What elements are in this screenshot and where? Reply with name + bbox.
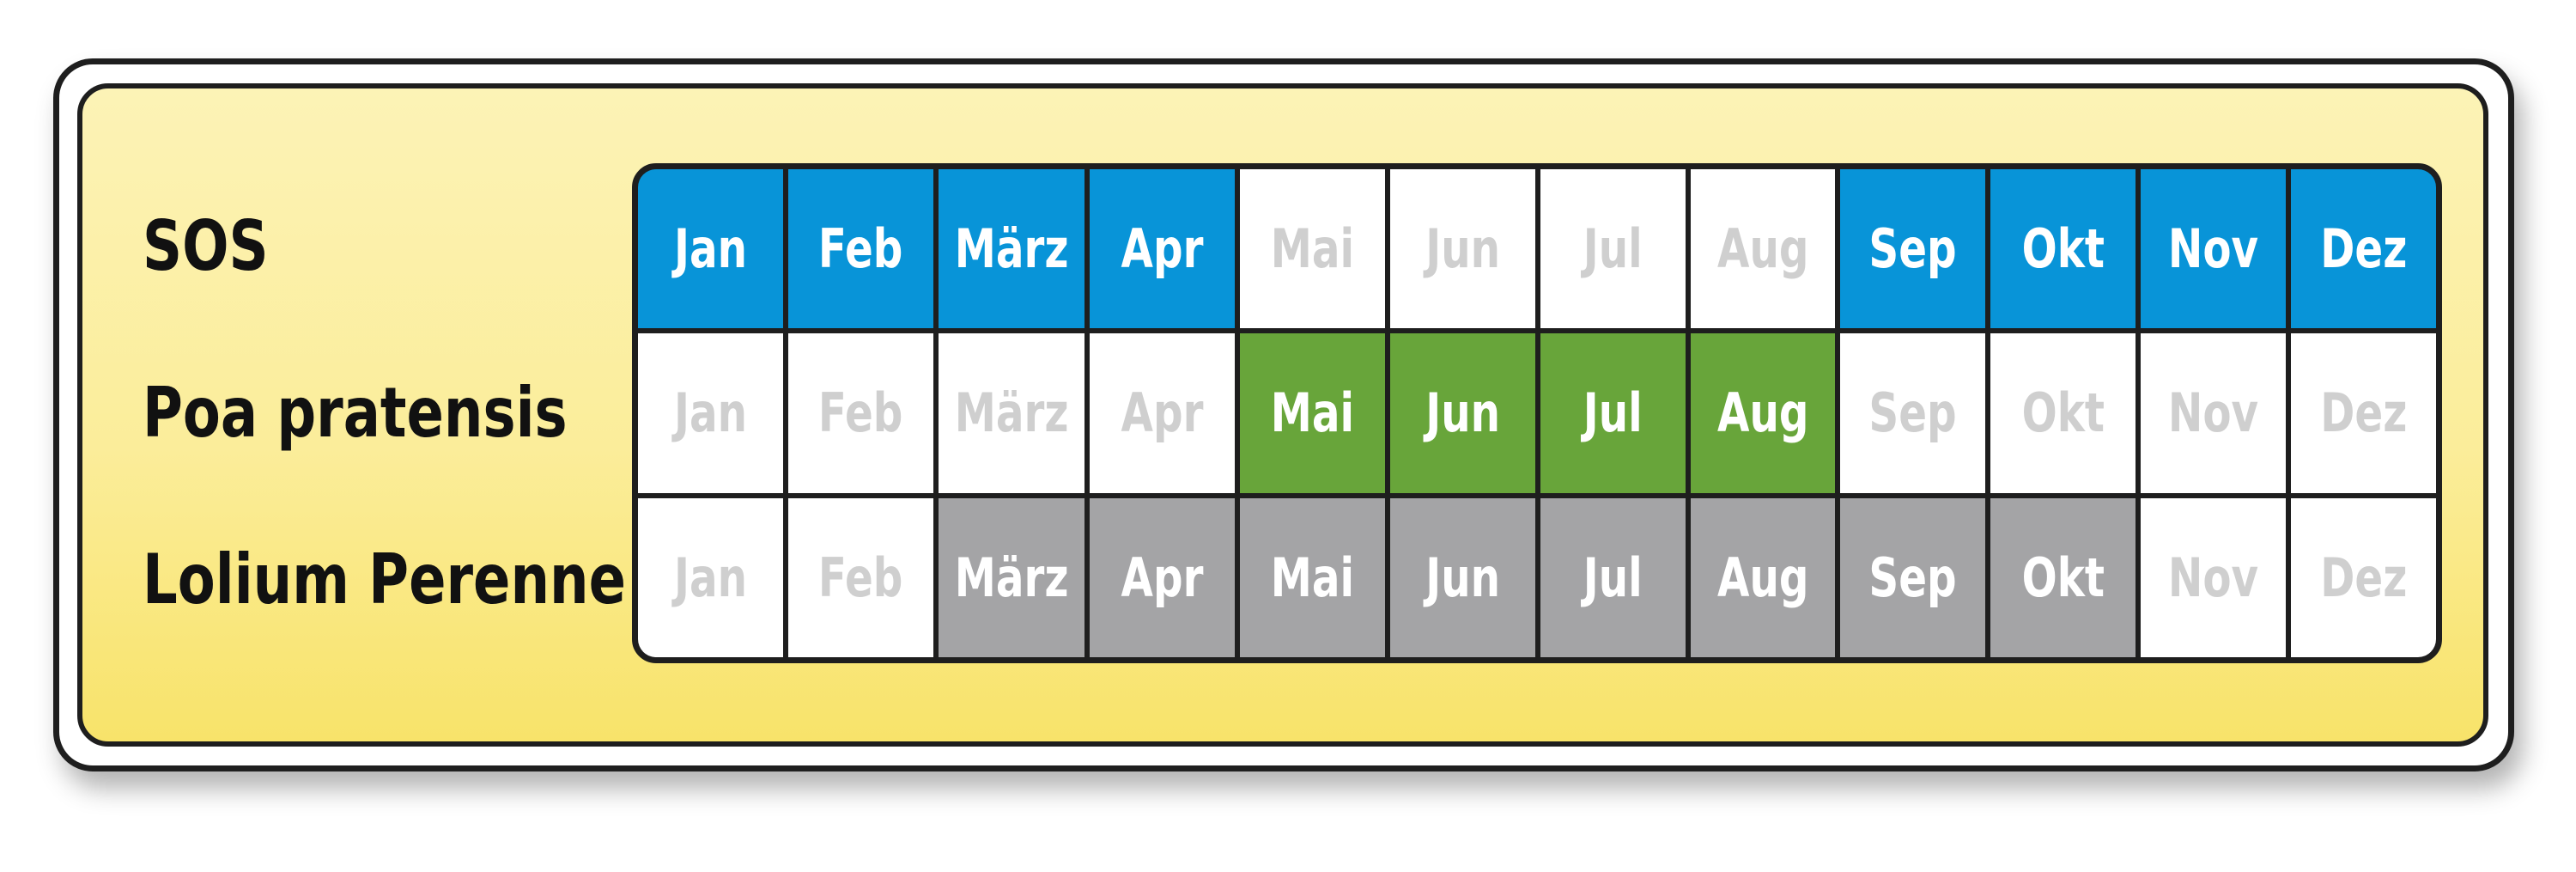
month-label: Sep (1868, 217, 1958, 281)
month-cell-sos-4: Apr (1089, 169, 1235, 329)
month-cell-lolium-perenne-4: Apr (1089, 497, 1235, 657)
month-cell-lolium-perenne-12: Dez (2291, 497, 2436, 657)
month-label: Nov (2168, 546, 2259, 609)
month-label: Okt (2021, 381, 2105, 445)
month-label: Okt (2021, 546, 2105, 609)
month-cell-poa-pratensis-8: Aug (1690, 333, 1836, 493)
month-cell-poa-pratensis-12: Dez (2291, 333, 2436, 493)
month-cell-sos-9: Sep (1840, 169, 1986, 329)
month-cell-lolium-perenne-7: Jul (1540, 497, 1686, 657)
month-cell-sos-8: Aug (1690, 169, 1836, 329)
month-label: Nov (2168, 217, 2259, 281)
month-label: Mai (1270, 546, 1354, 609)
row-label-poa-pratensis: Poa pratensis (143, 373, 568, 453)
month-label: März (954, 546, 1069, 609)
month-label: Apr (1121, 217, 1204, 281)
month-cell-poa-pratensis-6: Jun (1389, 333, 1535, 493)
month-cell-lolium-perenne-11: Nov (2141, 497, 2287, 657)
month-label: Nov (2168, 381, 2259, 445)
month-label: Mai (1270, 381, 1354, 445)
month-cell-lolium-perenne-6: Jun (1389, 497, 1535, 657)
month-cell-lolium-perenne-5: Mai (1239, 497, 1385, 657)
month-label: Jan (673, 381, 747, 445)
month-cell-lolium-perenne-10: Okt (1990, 497, 2136, 657)
month-label: Feb (818, 381, 903, 445)
month-label: Jul (1583, 546, 1643, 609)
month-label: Sep (1868, 381, 1958, 445)
month-label: Apr (1121, 381, 1204, 445)
month-label: Feb (818, 546, 903, 609)
month-cell-lolium-perenne-2: Feb (787, 497, 933, 657)
month-label: Feb (818, 217, 903, 281)
month-cell-sos-1: Jan (638, 169, 783, 329)
month-label: Jan (673, 546, 747, 609)
month-cell-sos-10: Okt (1990, 169, 2136, 329)
month-cell-lolium-perenne-8: Aug (1690, 497, 1836, 657)
month-cell-sos-2: Feb (787, 169, 933, 329)
month-cell-lolium-perenne-9: Sep (1840, 497, 1986, 657)
month-label: Dez (2320, 546, 2408, 609)
row-label-lolium-perenne: Lolium Perenne (143, 540, 626, 619)
month-label: Mai (1270, 217, 1354, 281)
month-cell-sos-11: Nov (2141, 169, 2287, 329)
month-cell-poa-pratensis-5: Mai (1239, 333, 1385, 493)
row-label-sos: SOS (143, 206, 269, 286)
month-cell-lolium-perenne-3: März (938, 497, 1084, 657)
month-label: Sep (1868, 546, 1958, 609)
month-label: Dez (2320, 381, 2408, 445)
month-cell-poa-pratensis-9: Sep (1840, 333, 1986, 493)
row-labels: SOS Poa pratensis Lolium Perenne (143, 163, 626, 663)
month-label: März (954, 381, 1069, 445)
month-cell-poa-pratensis-7: Jul (1540, 333, 1686, 493)
month-grid: Jan Feb März Apr Mai Jun Jul Aug Sep Okt Nov Dez Jan… (632, 163, 2442, 663)
month-cell-sos-12: Dez (2291, 169, 2436, 329)
month-label: Jun (1425, 381, 1500, 445)
month-label: Aug (1716, 217, 1809, 281)
month-cell-poa-pratensis-4: Apr (1089, 333, 1235, 493)
month-cell-poa-pratensis-11: Nov (2141, 333, 2287, 493)
month-label: Jul (1583, 217, 1643, 281)
month-label: Okt (2021, 217, 2105, 281)
month-label: Aug (1716, 546, 1809, 609)
month-cell-sos-6: Jun (1389, 169, 1535, 329)
month-label: Jul (1583, 381, 1643, 445)
month-label: März (954, 217, 1069, 281)
month-cell-poa-pratensis-3: März (938, 333, 1084, 493)
month-label: Jan (673, 217, 747, 281)
month-label: Jun (1425, 217, 1500, 281)
month-cell-lolium-perenne-1: Jan (638, 497, 783, 657)
month-label: Dez (2320, 217, 2408, 281)
month-label: Jun (1425, 546, 1500, 609)
month-cell-poa-pratensis-1: Jan (638, 333, 783, 493)
month-cell-sos-7: Jul (1540, 169, 1686, 329)
month-label: Apr (1121, 546, 1204, 609)
month-label: Aug (1716, 381, 1809, 445)
month-cell-sos-5: Mai (1239, 169, 1385, 329)
month-cell-sos-3: März (938, 169, 1084, 329)
month-cell-poa-pratensis-2: Feb (787, 333, 933, 493)
month-cell-poa-pratensis-10: Okt (1990, 333, 2136, 493)
